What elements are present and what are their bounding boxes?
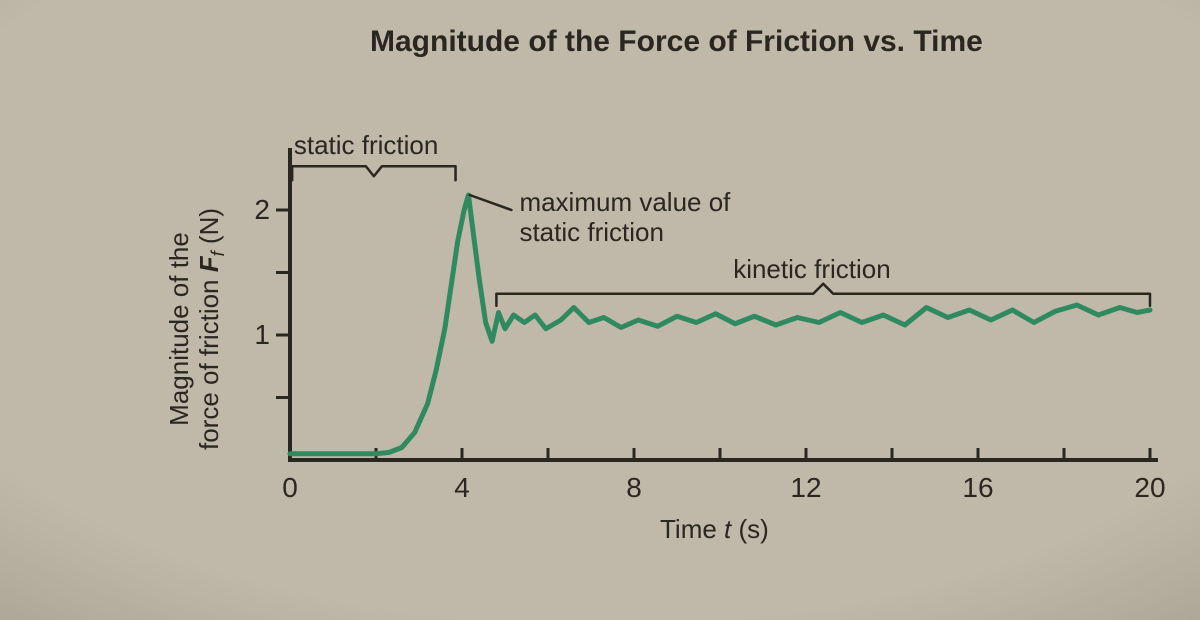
- friction-chart-page: Magnitude of the Force of Friction vs. T…: [0, 0, 1200, 620]
- x-tick-label: 8: [614, 472, 654, 504]
- x-tick-label: 4: [442, 472, 482, 504]
- x-tick-label: 16: [958, 472, 998, 504]
- x-tick-label: 20: [1130, 472, 1170, 504]
- chart-svg: [0, 0, 1200, 620]
- y-tick-label: 2: [240, 194, 270, 226]
- y-tick-label: 1: [240, 319, 270, 351]
- x-tick-label: 0: [270, 472, 310, 504]
- x-tick-label: 12: [786, 472, 826, 504]
